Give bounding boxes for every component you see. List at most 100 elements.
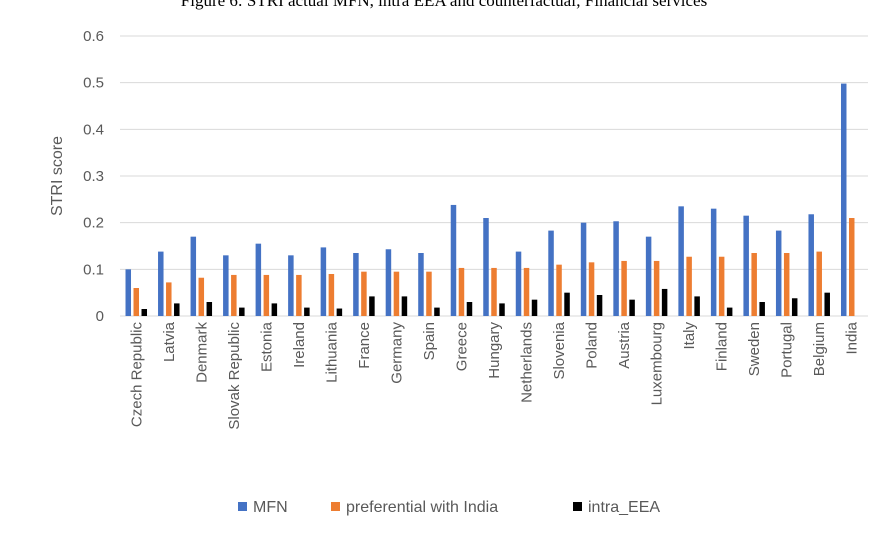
bar: [125, 269, 132, 316]
bar: [255, 243, 262, 316]
legend: MFN preferential with India intra_EEA: [238, 499, 660, 516]
bar: [686, 256, 692, 316]
bar: [824, 292, 830, 316]
bar: [450, 204, 457, 316]
bar: [718, 256, 725, 316]
bar: [141, 309, 148, 316]
x-category-label: Slovenia: [551, 321, 568, 379]
bar: [385, 249, 392, 316]
bar: [661, 288, 668, 316]
y-tick-label: 0.1: [83, 261, 104, 278]
y-tick-label: 0.5: [83, 75, 104, 92]
legend-label: intra_EEA: [588, 499, 660, 516]
bars: [125, 83, 855, 316]
y-axis-ticks: 0 0.1 0.2 0.3 0.4 0.5 0.6: [83, 28, 104, 325]
y-tick-label: 0.6: [83, 28, 104, 45]
bar: [515, 251, 522, 316]
bar: [531, 299, 538, 316]
bar: [174, 303, 180, 316]
y-tick-label: 0: [96, 308, 104, 325]
bar: [645, 236, 652, 316]
legend-label: MFN: [253, 499, 288, 516]
bar: [775, 230, 782, 316]
bar: [759, 302, 765, 316]
y-axis-label: STRI score: [49, 136, 66, 216]
bar: [678, 206, 684, 316]
bar: [304, 307, 310, 316]
bar: [239, 307, 245, 316]
bar: [743, 215, 749, 316]
y-tick-label: 0.2: [83, 215, 104, 232]
x-category-label: Slovak Republic: [226, 322, 243, 430]
x-category-label: Belgium: [811, 322, 828, 376]
x-category-label: Luxembourg: [649, 322, 666, 405]
bar: [726, 307, 733, 316]
bar: [369, 296, 375, 316]
x-category-label: Germany: [388, 322, 405, 384]
bar: [556, 264, 562, 316]
bar: [401, 296, 408, 316]
x-category-label: Sweden: [746, 322, 763, 376]
x-category-label: Netherlands: [519, 322, 536, 403]
bar: [783, 253, 790, 316]
bar: [816, 251, 822, 316]
legend-swatch: [238, 502, 247, 511]
bar: [336, 308, 343, 316]
bar: [231, 274, 237, 316]
bar: [158, 251, 164, 316]
x-category-label: Austria: [616, 321, 633, 368]
legend-swatch: [573, 502, 582, 511]
x-category-label: Estonia: [258, 321, 275, 372]
x-category-label: Lithuania: [323, 321, 340, 383]
bar: [353, 253, 359, 316]
bar: [288, 255, 294, 316]
x-category-label: France: [356, 322, 373, 369]
bar: [499, 303, 505, 316]
bar: [296, 274, 302, 316]
bar: [198, 277, 205, 316]
bar: [808, 214, 814, 316]
bar: [361, 271, 367, 316]
bar: [393, 271, 400, 316]
x-category-label: Poland: [584, 322, 601, 369]
bar: [190, 236, 197, 316]
bar: [613, 221, 619, 316]
x-category-label: Finland: [714, 322, 731, 371]
bar: [629, 299, 635, 316]
bar: [548, 230, 554, 316]
bar: [848, 218, 855, 316]
bar: [710, 208, 717, 316]
x-category-label: Hungary: [486, 322, 503, 379]
bar: [206, 302, 213, 316]
x-axis-categories: Czech Republic Latvia Denmark Slovak Republ…: [128, 321, 860, 429]
x-category-label: Greece: [453, 322, 470, 371]
bar: [491, 267, 497, 316]
x-category-label: Ireland: [291, 322, 308, 368]
figure-caption: Figure 6: STRI actual MFN, intra EEA and…: [180, 0, 708, 10]
x-category-label: Latvia: [161, 321, 178, 362]
x-category-label: Denmark: [193, 322, 210, 383]
bar: [271, 303, 278, 316]
gridlines: [120, 35, 868, 270]
bar: [580, 222, 587, 316]
bar: [483, 218, 489, 316]
bar: [418, 253, 424, 316]
bar: [653, 260, 660, 316]
bar: [434, 307, 440, 316]
bar: [621, 260, 627, 316]
bar: [166, 282, 172, 316]
x-category-label: India: [844, 321, 861, 354]
x-category-label: Italy: [681, 322, 698, 350]
x-category-label: Czech Republic: [128, 322, 145, 428]
bar: [588, 262, 595, 316]
bar: [694, 296, 700, 316]
bar: [751, 253, 757, 316]
bar: [596, 295, 603, 316]
bar: [466, 302, 473, 316]
bar: [791, 298, 798, 316]
bar: [523, 267, 530, 316]
x-category-label: Portugal: [779, 322, 796, 378]
bar: [133, 288, 140, 316]
bar: [840, 83, 847, 316]
